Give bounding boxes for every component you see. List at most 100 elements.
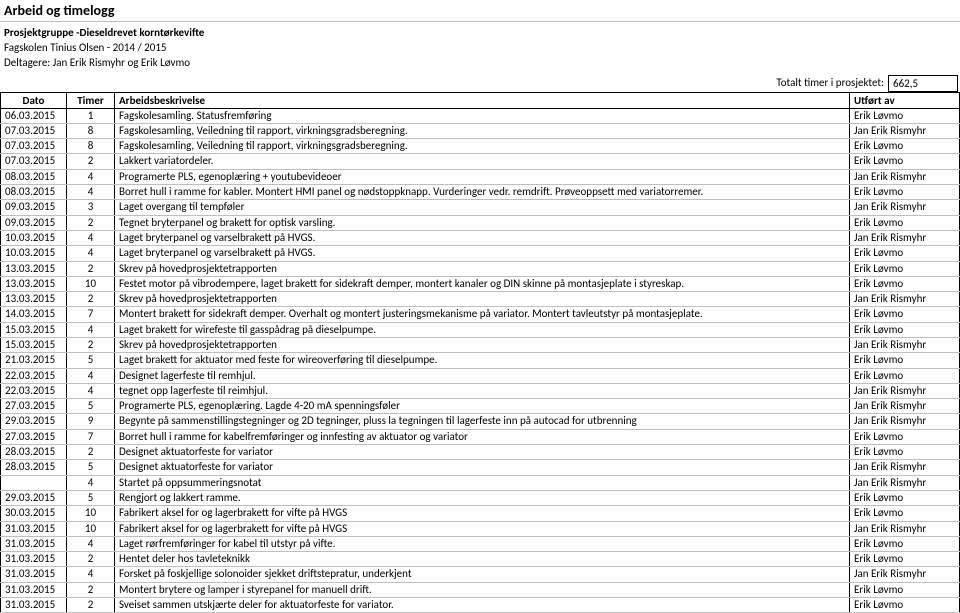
cell-date: 28.03.2015 xyxy=(1,445,67,460)
cell-desc: Startet på oppsummeringsnotat xyxy=(115,475,850,490)
sheet-title: Arbeid og timelogg xyxy=(0,0,960,22)
col-hours: Timer xyxy=(67,92,115,108)
table-row: 22.03.20154tegnet opp lagerfeste til rei… xyxy=(1,383,960,398)
table-body: 06.03.20151Fagskolesamling. Statusfremfø… xyxy=(1,108,960,613)
cell-by: Erik Løvmo xyxy=(850,536,960,551)
table-row: 27.03.20157Borret hull i ramme for kabel… xyxy=(1,429,960,444)
cell-desc: Programerte PLS, egenoplæring + youtubev… xyxy=(115,169,850,184)
table-row: 28.03.20152Designet aktuatorfeste for va… xyxy=(1,445,960,460)
cell-date: 09.03.2015 xyxy=(1,200,67,215)
cell-date: 08.03.2015 xyxy=(1,185,67,200)
cell-hours: 2 xyxy=(67,154,115,169)
table-row: 08.03.20154Programerte PLS, egenoplæring… xyxy=(1,169,960,184)
table-row: 13.03.201510Festet motor på vibrodempere… xyxy=(1,276,960,291)
cell-date: 13.03.2015 xyxy=(1,261,67,276)
cell-hours: 8 xyxy=(67,123,115,138)
cell-date: 06.03.2015 xyxy=(1,108,67,123)
table-row: 31.03.20154Laget rørfremføringer for kab… xyxy=(1,536,960,551)
cell-by: Jan Erik Rismyhr xyxy=(850,337,960,352)
cell-by: Erik Løvmo xyxy=(850,215,960,230)
cell-by: Jan Erik Rismyhr xyxy=(850,200,960,215)
cell-desc: Montert brytere og lamper i styrepanel f… xyxy=(115,582,850,597)
cell-by: Jan Erik Rismyhr xyxy=(850,460,960,475)
cell-date: 07.03.2015 xyxy=(1,139,67,154)
table-row: 13.03.20152Skrev på hovedprosjektetrappo… xyxy=(1,261,960,276)
table-row: 21.03.20155Laget brakett for aktuator me… xyxy=(1,353,960,368)
cell-by: Jan Erik Rismyhr xyxy=(850,475,960,490)
cell-date: 29.03.2015 xyxy=(1,490,67,505)
cell-by: Jan Erik Rismyhr xyxy=(850,292,960,307)
cell-desc: Tegnet bryterpanel og brakett for optisk… xyxy=(115,215,850,230)
cell-date: 22.03.2015 xyxy=(1,368,67,383)
table-row: 28.03.20155Designet aktuatorfeste for va… xyxy=(1,460,960,475)
cell-by: Erik Løvmo xyxy=(850,552,960,567)
col-by: Utført av xyxy=(850,92,960,108)
cell-date: 31.03.2015 xyxy=(1,598,67,613)
table-row: 31.03.20154Forsket på foskjellige solono… xyxy=(1,567,960,582)
table-row: 27.03.20155Programerte PLS, egenoplæring… xyxy=(1,399,960,414)
cell-date xyxy=(1,475,67,490)
cell-by: Erik Løvmo xyxy=(850,307,960,322)
cell-hours: 4 xyxy=(67,368,115,383)
cell-desc: Borret hull i ramme for kabler. Montert … xyxy=(115,185,850,200)
table-row: 10.03.20154Laget bryterpanel og varselbr… xyxy=(1,230,960,245)
cell-date: 09.03.2015 xyxy=(1,215,67,230)
cell-hours: 2 xyxy=(67,337,115,352)
cell-desc: Fagskolesamling. Statusfremføring xyxy=(115,108,850,123)
cell-date: 15.03.2015 xyxy=(1,337,67,352)
cell-desc: Sveiset sammen utskjærte deler for aktua… xyxy=(115,598,850,613)
cell-desc: Laget brakett for aktuator med feste for… xyxy=(115,353,850,368)
cell-hours: 10 xyxy=(67,276,115,291)
table-row: 07.03.20158Fagskolesamling, Veiledning t… xyxy=(1,139,960,154)
cell-hours: 3 xyxy=(67,200,115,215)
cell-date: 29.03.2015 xyxy=(1,414,67,429)
cell-by: Erik Løvmo xyxy=(850,246,960,261)
cell-desc: Laget brakett for wirefeste til gasspådr… xyxy=(115,322,850,337)
table-row: 13.03.20152Skrev på hovedprosjektetrappo… xyxy=(1,292,960,307)
cell-date: 13.03.2015 xyxy=(1,276,67,291)
cell-desc: Lakkert variatordeler. xyxy=(115,154,850,169)
cell-date: 15.03.2015 xyxy=(1,322,67,337)
cell-hours: 2 xyxy=(67,582,115,597)
cell-by: Erik Løvmo xyxy=(850,490,960,505)
cell-by: Jan Erik Rismyhr xyxy=(850,123,960,138)
cell-hours: 7 xyxy=(67,429,115,444)
cell-hours: 2 xyxy=(67,292,115,307)
cell-desc: Festet motor på vibrodempere, laget brak… xyxy=(115,276,850,291)
cell-desc: Fagskolesamling, Veiledning til rapport,… xyxy=(115,139,850,154)
table-row: 07.03.20158Fagskolesamling, Veiledning t… xyxy=(1,123,960,138)
cell-desc: Programerte PLS, egenoplæring. Lagde 4-2… xyxy=(115,399,850,414)
cell-by: Jan Erik Rismyhr xyxy=(850,521,960,536)
cell-by: Jan Erik Rismyhr xyxy=(850,383,960,398)
cell-desc: Laget bryterpanel og varselbrakett på HV… xyxy=(115,230,850,245)
cell-desc: Laget rørfremføringer for kabel til utst… xyxy=(115,536,850,551)
cell-hours: 5 xyxy=(67,490,115,505)
cell-by: Erik Løvmo xyxy=(850,368,960,383)
header-block: Prosjektgruppe -Dieseldrevet korntørkevi… xyxy=(0,22,960,75)
table-row: 09.03.20152Tegnet bryterpanel og brakett… xyxy=(1,215,960,230)
cell-desc: Fabrikert aksel for og lagerbrakett for … xyxy=(115,506,850,521)
cell-desc: Skrev på hovedprosjektetrapporten xyxy=(115,261,850,276)
cell-by: Erik Løvmo xyxy=(850,322,960,337)
table-row: 09.03.20153Laget overgang til tempfølerJ… xyxy=(1,200,960,215)
cell-date: 13.03.2015 xyxy=(1,292,67,307)
cell-date: 27.03.2015 xyxy=(1,399,67,414)
cell-by: Jan Erik Rismyhr xyxy=(850,399,960,414)
cell-hours: 5 xyxy=(67,399,115,414)
cell-hours: 2 xyxy=(67,445,115,460)
cell-date: 31.03.2015 xyxy=(1,552,67,567)
totals-spacer xyxy=(0,75,772,92)
table-row: 22.03.20154Designet lagerfeste til remhj… xyxy=(1,368,960,383)
totals-label: Totalt timer i prosjektet: xyxy=(772,75,888,92)
cell-desc: Hentet deler hos tavleteknikk xyxy=(115,552,850,567)
cell-hours: 4 xyxy=(67,536,115,551)
cell-by: Erik Løvmo xyxy=(850,582,960,597)
cell-date: 27.03.2015 xyxy=(1,429,67,444)
cell-date: 21.03.2015 xyxy=(1,353,67,368)
table-row: 31.03.20152Montert brytere og lamper i s… xyxy=(1,582,960,597)
cell-date: 31.03.2015 xyxy=(1,582,67,597)
cell-date: 07.03.2015 xyxy=(1,154,67,169)
cell-date: 30.03.2015 xyxy=(1,506,67,521)
cell-hours: 5 xyxy=(67,460,115,475)
table-row: 31.03.201510Fabrikert aksel for og lager… xyxy=(1,521,960,536)
